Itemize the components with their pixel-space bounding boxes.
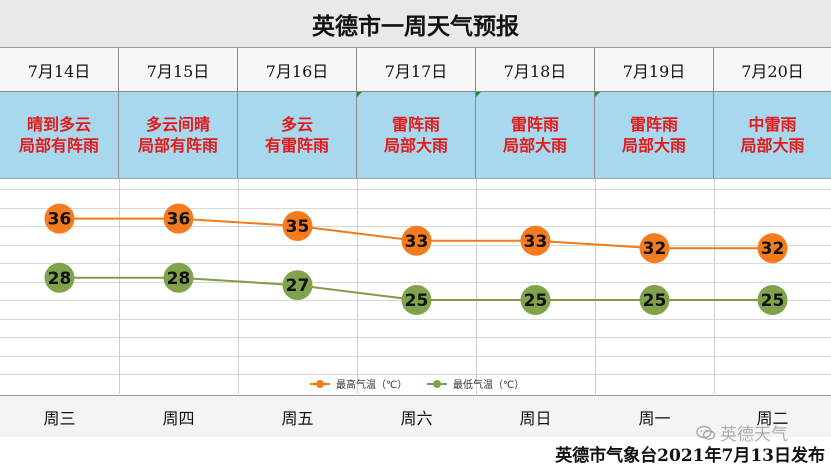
condition-cell: 雷阵雨 局部大雨	[357, 92, 476, 178]
date-row: 7月14日 7月15日 7月16日 7月17日 7月18日 7月19日 7月20…	[0, 48, 831, 92]
data-point	[401, 285, 432, 315]
watermark: 英德天气	[696, 420, 788, 445]
data-point	[44, 203, 75, 234]
data-point	[282, 270, 313, 301]
corner-mark-icon	[357, 92, 362, 97]
condition-cell: 中雷雨 局部大雨	[714, 92, 831, 178]
condition-cell: 雷阵雨 局部大雨	[476, 92, 595, 178]
data-point	[163, 262, 194, 293]
condition-row: 晴到多云 局部有阵雨 多云间晴 局部有阵雨 多云 有雷阵雨 雷阵雨 局部大雨 雷…	[0, 92, 831, 179]
weekday-cell: 周二	[756, 409, 789, 428]
data-point	[163, 203, 194, 234]
data-label: 36	[48, 210, 72, 230]
condition-cell: 晴到多云 局部有阵雨	[0, 92, 119, 178]
legend-marker	[316, 380, 324, 388]
data-label: 25	[643, 291, 667, 311]
condition-line-2: 局部有阵雨	[137, 136, 218, 155]
footer-band	[0, 437, 831, 468]
legend-label: 最高气温（℃）	[336, 378, 407, 391]
data-label: 25	[405, 291, 429, 311]
condition-line-1: 雷阵雨	[510, 115, 559, 134]
data-label: 33	[405, 232, 429, 252]
data-label: 35	[286, 217, 310, 237]
date-cell: 7月16日	[238, 48, 357, 91]
date-cell: 7月20日	[741, 61, 804, 81]
temperature-chart-svg: 36 36 35 33 33 32 32 28 28 27 25 25 25 25 最高气温（℃） 最低气温（…	[0, 179, 831, 394]
data-label: 32	[643, 239, 667, 259]
condition-line-2: 局部大雨	[383, 136, 448, 155]
condition-cell: 多云间晴 局部有阵雨	[119, 92, 238, 178]
corner-mark-icon	[476, 92, 481, 97]
condition-line-2: 局部大雨	[502, 136, 567, 155]
data-label: 25	[761, 291, 785, 311]
data-label: 28	[48, 269, 72, 289]
data-point	[44, 262, 75, 293]
data-point	[520, 225, 551, 256]
data-label: 33	[524, 232, 548, 252]
data-point	[282, 211, 313, 241]
condition-cell: 多云 有雷阵雨	[238, 92, 357, 178]
date-cell: 7月14日	[0, 48, 119, 91]
wechat-icon	[696, 425, 716, 440]
weekday-cell: 周一	[638, 409, 671, 428]
data-point	[639, 233, 670, 264]
data-point	[401, 225, 432, 256]
data-point	[757, 233, 788, 264]
condition-line-2: 有雷阵雨	[264, 136, 329, 155]
page-title: 英德市一周天气预报	[0, 0, 831, 48]
weekday-cell: 周四	[162, 409, 195, 428]
date-cell: 7月15日	[119, 48, 238, 91]
date-cell: 7月18日	[476, 48, 595, 91]
condition-line-2: 局部大雨	[621, 136, 686, 155]
data-label: 25	[524, 291, 548, 311]
condition-cell: 雷阵雨 局部大雨	[595, 92, 714, 178]
publisher-footer: 英德市气象台2021年7月13日发布	[555, 445, 825, 466]
data-label: 28	[167, 269, 191, 289]
data-point	[757, 285, 788, 315]
condition-line-2: 局部大雨	[740, 136, 805, 155]
condition-line-1: 晴到多云	[26, 115, 91, 134]
condition-line-1: 多云间晴	[145, 115, 210, 134]
condition-line-2: 局部有阵雨	[18, 136, 99, 155]
weekday-cell: 周五	[281, 409, 314, 428]
watermark-text: 英德天气	[720, 425, 788, 445]
weekday-cell: 周六	[400, 409, 433, 428]
data-label: 27	[286, 276, 310, 296]
weekday-row: 周三 周四 周五 周六 周日 周一 周二	[0, 395, 831, 438]
legend-label: 最低气温（℃）	[453, 378, 524, 391]
legend-marker	[433, 380, 441, 388]
temperature-chart: 36 36 35 33 33 32 32 28 28 27 25 25 25 25 最高气温（℃） 最低气温（…	[0, 179, 831, 394]
condition-line-1: 雷阵雨	[391, 115, 440, 134]
date-cell: 7月19日	[595, 48, 714, 91]
condition-line-1: 多云	[280, 115, 313, 134]
weekday-cell: 周日	[519, 409, 552, 428]
data-label: 32	[761, 239, 785, 259]
condition-line-1: 雷阵雨	[629, 115, 678, 134]
weekday-cell: 周三	[43, 409, 76, 428]
date-cell: 7月17日	[357, 48, 476, 91]
corner-mark-icon	[595, 92, 600, 97]
data-point	[520, 285, 551, 315]
data-point	[639, 285, 670, 315]
condition-line-1: 中雷雨	[748, 115, 797, 134]
data-label: 36	[167, 210, 191, 230]
